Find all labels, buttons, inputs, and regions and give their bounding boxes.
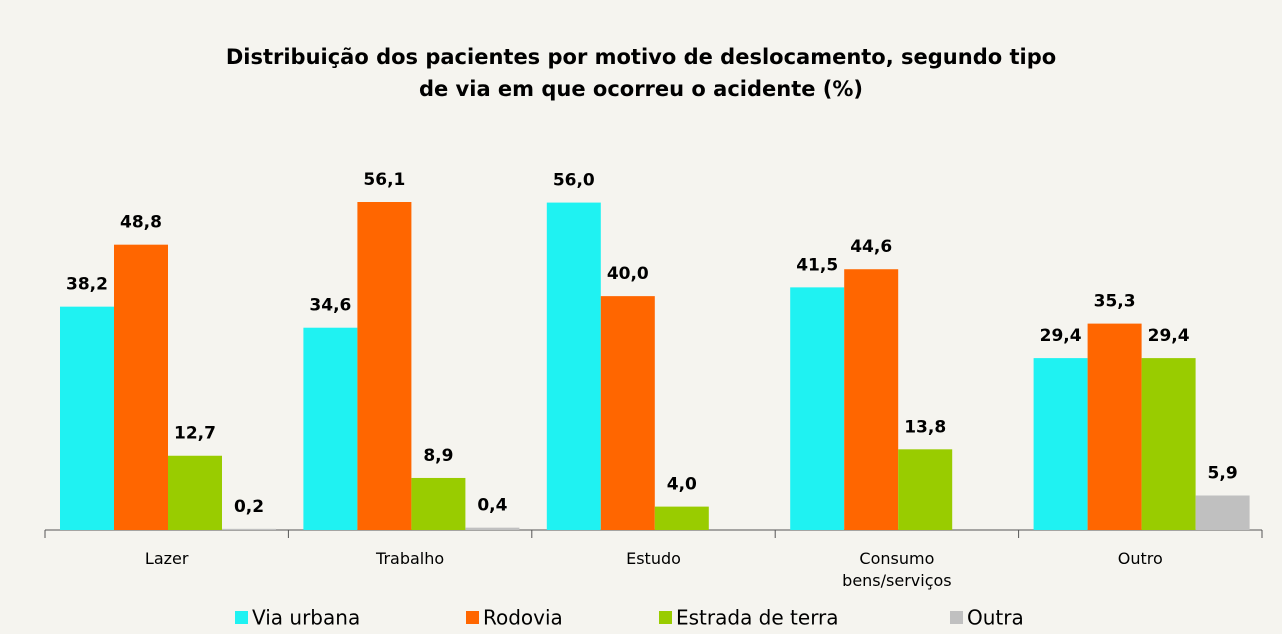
bar [357,202,412,530]
value-label: 0,2 [234,497,264,517]
legend-swatch [950,611,963,624]
legend-label: Outra [967,606,1024,630]
bar [898,449,953,530]
bar [222,528,276,530]
x-tick-label: Consumo bens/serviços [842,549,952,590]
value-label: 29,4 [1148,326,1190,346]
value-label: 29,4 [1040,326,1082,346]
bar [844,269,899,530]
bar [465,527,520,530]
value-label: 48,8 [120,213,162,233]
x-tick-label: Lazer [144,549,189,568]
value-label: 8,9 [423,446,453,466]
value-label: 35,3 [1094,292,1136,312]
bar [654,506,709,530]
bar [546,202,601,531]
value-label: 34,6 [309,296,351,316]
bar [600,296,655,530]
value-label: 5,9 [1208,464,1238,484]
bar [1141,358,1196,530]
bar [303,327,358,530]
value-label: 56,1 [363,170,405,190]
value-label: 41,5 [796,255,838,275]
bar [60,306,114,530]
bar [411,477,466,530]
value-label: 40,0 [607,264,649,284]
legend-swatch [659,611,672,624]
bar [1195,495,1250,530]
value-label: 44,6 [850,237,892,257]
bar [1033,358,1088,530]
bar [790,287,845,530]
value-label: 13,8 [904,417,946,437]
legend-swatch [466,611,479,624]
value-label: 4,0 [667,475,697,495]
bar [1087,323,1142,530]
value-label: 38,2 [66,275,108,295]
legend-label: Via urbana [252,606,360,630]
value-label: 12,7 [174,424,216,444]
x-tick-label: Outro [1117,549,1163,568]
legend-label: Estrada de terra [676,606,839,630]
legend-swatch [235,611,248,624]
value-label: 56,0 [553,171,595,191]
legend-label: Rodovia [483,606,563,630]
x-tick-label: Trabalho [376,549,445,568]
value-label: 0,4 [477,496,507,516]
chart-title: Distribuição dos pacientes por motivo de… [226,45,1056,101]
bar [168,455,222,530]
x-tick-label: Estudo [626,549,681,568]
bar [114,244,168,531]
